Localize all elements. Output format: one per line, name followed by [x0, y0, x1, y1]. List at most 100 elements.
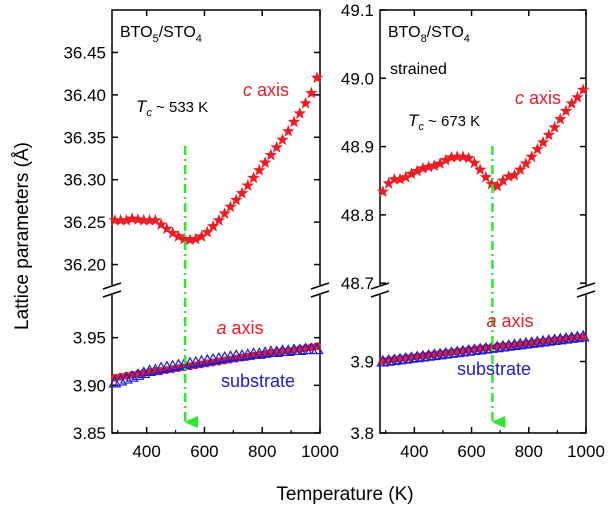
c-axis-point — [422, 160, 435, 173]
c-axis-point — [473, 163, 487, 176]
axis-break-mark — [370, 290, 390, 298]
c-axis-point — [253, 163, 266, 176]
c-axis-point — [224, 200, 237, 213]
c-axis-point — [376, 185, 390, 197]
y-tick-label: 36.20 — [63, 256, 106, 275]
y-tick-label: 49.0 — [341, 69, 374, 88]
c-axis-point — [491, 179, 504, 192]
c-axis-point — [496, 174, 510, 186]
c-axis-point — [451, 150, 464, 163]
c-axis-label-rest: axis — [252, 80, 289, 100]
c-axis-point — [131, 213, 145, 225]
strained-note: strained — [390, 61, 447, 78]
c-axis-point — [264, 148, 278, 161]
tc-symbol: T — [136, 97, 148, 116]
c-axis-point — [405, 167, 418, 180]
panel-title-sub: 4 — [196, 33, 202, 45]
x-tick-label: 1000 — [567, 442, 605, 461]
a-axis-label: a axis — [216, 318, 263, 338]
c-axis-point — [241, 179, 254, 191]
tc-label: Tc ~ 673 K — [408, 111, 480, 133]
c-axis-point — [411, 164, 424, 177]
c-axis-point — [462, 151, 475, 164]
c-axis-point — [536, 135, 550, 148]
a-axis-label-rest: axis — [497, 311, 534, 331]
c-axis-point — [247, 171, 260, 184]
tc-label: Tc ~ 533 K — [136, 97, 208, 119]
c-axis-label-italic: c — [515, 88, 524, 108]
y-tick-label: 3.90 — [73, 376, 106, 395]
axis-break-gap — [370, 285, 390, 295]
c-axis-point — [143, 213, 156, 226]
tc-value: ~ 673 K — [424, 113, 480, 130]
c-axis-point — [299, 96, 312, 109]
x-tick-label: 800 — [515, 442, 543, 461]
y-tick-label: 3.95 — [73, 329, 106, 348]
y-tick-label: 49.1 — [341, 1, 374, 20]
panel-title-main: BTO — [388, 24, 421, 41]
a-axis-label-italic: a — [486, 311, 496, 331]
y-tick-label: 48.7 — [341, 274, 374, 293]
c-axis-point — [439, 153, 452, 166]
x-axis-title: Temperature (K) — [276, 484, 413, 505]
c-axis-point — [445, 151, 458, 163]
a-axis-label-rest: axis — [227, 318, 264, 338]
panel-title-main: BTO — [120, 24, 153, 41]
c-axis-point — [206, 219, 220, 232]
c-axis-point — [508, 168, 521, 181]
c-axis-point — [218, 207, 231, 219]
series-c-axis — [108, 71, 324, 246]
a-axis-label: a axis — [486, 311, 533, 331]
substrate-point — [119, 371, 133, 384]
c-axis-point — [559, 104, 573, 117]
c-axis-point — [276, 133, 289, 146]
y-tick-label: 3.85 — [73, 424, 106, 443]
c-axis-point — [514, 163, 527, 176]
c-axis-point — [479, 170, 493, 183]
c-axis-point — [388, 172, 401, 185]
c-axis-point — [382, 176, 395, 189]
c-axis-point — [428, 159, 441, 171]
panel-left: 400 600 800 1000 36.20 36.25 36.30 36.35 36.40 36… — [63, 9, 339, 461]
c-axis-label: c axis — [243, 80, 289, 100]
x-tick-label: 600 — [457, 442, 485, 461]
y-tick-label: 36.30 — [63, 171, 106, 190]
axis-break-mark — [310, 290, 330, 298]
y-tick-label: 36.35 — [63, 128, 106, 147]
series-c-axis — [376, 83, 590, 197]
c-axis-point — [502, 170, 515, 182]
c-axis-point — [126, 212, 139, 224]
x-tick-label: 600 — [190, 442, 218, 461]
c-axis-point — [183, 233, 197, 246]
c-axis-point — [571, 90, 584, 103]
c-axis-point — [282, 124, 295, 137]
y-tick-label: 36.40 — [63, 86, 106, 105]
panel-title: BTO8/STO4 — [388, 24, 470, 45]
series-substrate — [376, 329, 590, 367]
c-axis-point — [531, 142, 544, 155]
a-axis-label-italic: a — [216, 318, 226, 338]
axis-break-mark — [370, 282, 390, 290]
y-tick-label: 3.9 — [350, 353, 374, 372]
c-axis-point — [554, 112, 567, 125]
axis-break-mark — [576, 290, 596, 298]
c-axis-point — [166, 226, 179, 239]
tc-symbol: T — [408, 111, 420, 130]
x-tick-label: 1000 — [301, 442, 339, 461]
c-axis-point — [416, 161, 430, 174]
axis-break-gap — [310, 285, 330, 295]
c-axis-point — [270, 140, 283, 153]
y-tick-label: 3.8 — [350, 424, 374, 443]
c-axis-point — [548, 120, 561, 133]
c-axis-point — [468, 156, 481, 169]
c-axis-point — [525, 150, 538, 163]
c-axis-point — [485, 177, 498, 190]
substrate-label: substrate — [457, 359, 531, 379]
plot-frame — [379, 9, 587, 434]
axis-break-mark — [310, 282, 330, 290]
panel-title-mid: /STO — [427, 24, 464, 41]
c-axis-point — [149, 213, 162, 226]
substrate-point — [125, 370, 139, 382]
x-tick-label: 400 — [132, 442, 160, 461]
